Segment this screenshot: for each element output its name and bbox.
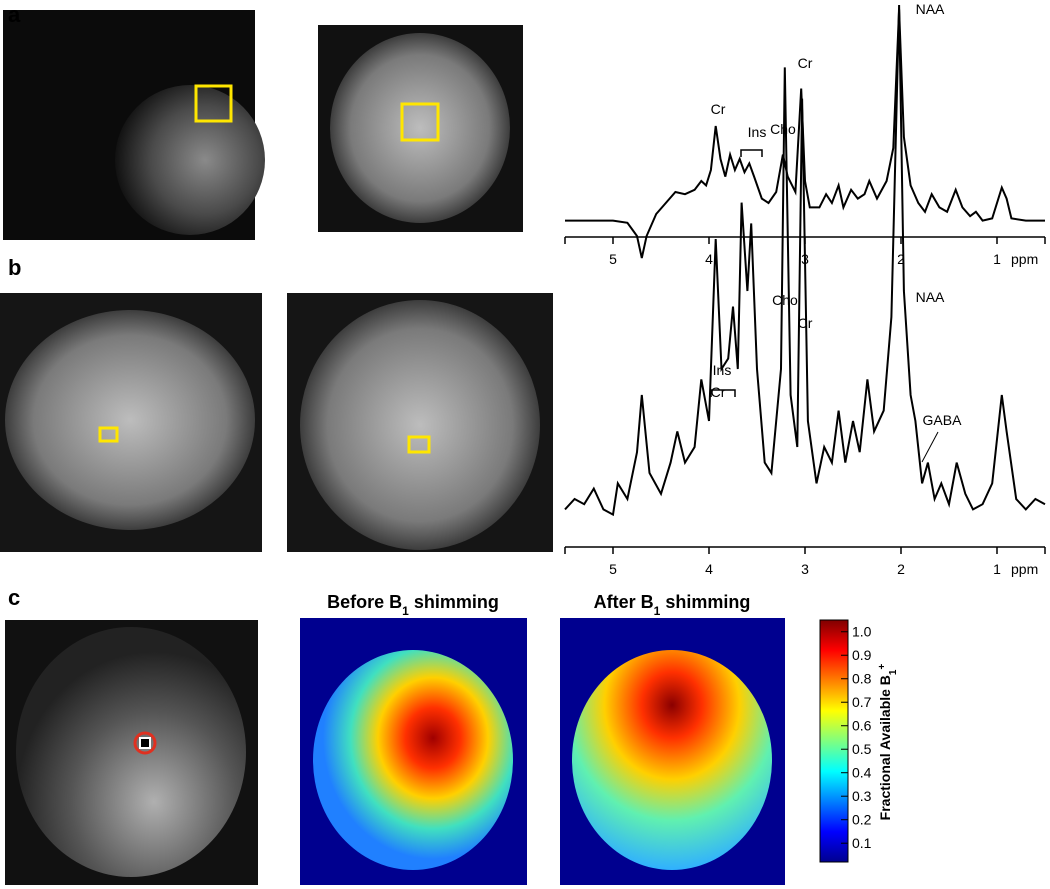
colorbar-tick-label: 1.0 bbox=[852, 624, 872, 640]
peak-label: Cr bbox=[798, 55, 813, 71]
colorbar bbox=[819, 619, 849, 863]
peak-label: Cr bbox=[711, 384, 726, 400]
text-part: + bbox=[877, 664, 888, 670]
peak-label: Cho bbox=[772, 292, 798, 308]
colorbar-tick-label: 0.2 bbox=[852, 812, 872, 828]
spectrum bbox=[564, 4, 1046, 517]
text-part: 1 bbox=[654, 604, 661, 618]
colorbar-tick-label: 0.9 bbox=[852, 647, 872, 663]
text-part: Before B bbox=[327, 592, 402, 612]
x-tick-label: 1 bbox=[993, 561, 1001, 577]
bracket bbox=[740, 149, 763, 157]
panel-label: c bbox=[8, 585, 20, 610]
brain bbox=[115, 85, 265, 235]
x-axis-label: ppm bbox=[1011, 251, 1038, 267]
x-tick-label: 4 bbox=[705, 251, 713, 267]
x-axis-label: ppm bbox=[1011, 561, 1038, 577]
x-tick-label: 2 bbox=[897, 251, 905, 267]
text-part: After B bbox=[594, 592, 654, 612]
voxel-box bbox=[194, 84, 233, 123]
colorbar-tick-label: 0.1 bbox=[852, 835, 872, 851]
x-tick-label: 4 bbox=[705, 561, 713, 577]
voxel-box bbox=[139, 737, 151, 749]
panel-title: After B1 shimming bbox=[594, 592, 751, 618]
text-part: 1 bbox=[402, 604, 409, 618]
panel-label: a bbox=[8, 2, 21, 27]
colorbar-tick-label: 0.4 bbox=[852, 765, 872, 781]
brain bbox=[16, 627, 246, 877]
peak-label: NAA bbox=[916, 289, 945, 305]
panel-title: Before B1 shimming bbox=[327, 592, 499, 618]
text-part: shimming bbox=[660, 592, 750, 612]
x-tick-label: 2 bbox=[897, 561, 905, 577]
x-tick-label: 3 bbox=[801, 561, 809, 577]
text-part: Fractional Available B bbox=[877, 675, 893, 820]
spectrum bbox=[565, 9, 1045, 259]
panel-label: b bbox=[8, 255, 21, 280]
peak-label: Cr bbox=[798, 315, 813, 331]
colorbar-tick-label: 0.7 bbox=[852, 694, 872, 710]
voxel-box bbox=[400, 102, 440, 142]
colorbar-tick-label: 0.8 bbox=[852, 671, 872, 687]
x-tick-label: 5 bbox=[609, 561, 617, 577]
voxel-box bbox=[407, 435, 431, 454]
leader bbox=[921, 431, 939, 463]
peak-label: GABA bbox=[923, 412, 963, 428]
peak-label: Ins bbox=[748, 124, 767, 140]
brain bbox=[330, 33, 510, 223]
colorbar-tick-label: 0.6 bbox=[852, 718, 872, 734]
b1-field bbox=[313, 650, 513, 870]
text-part: shimming bbox=[409, 592, 499, 612]
b1-field bbox=[572, 650, 772, 870]
peak-label: Ins bbox=[713, 362, 732, 378]
voxel-box bbox=[98, 426, 119, 443]
colorbar-tick-label: 0.3 bbox=[852, 788, 872, 804]
colorbar-label: Fractional Available B1+ bbox=[877, 664, 899, 821]
brain bbox=[300, 300, 540, 550]
x-tick-label: 5 bbox=[609, 251, 617, 267]
peak-label: NAA bbox=[916, 1, 945, 17]
bracket bbox=[710, 389, 736, 397]
x-tick-label: 1 bbox=[993, 251, 1001, 267]
voxel-marker bbox=[133, 731, 157, 755]
colorbar-tick-label: 0.5 bbox=[852, 741, 872, 757]
text-part: 1 bbox=[888, 669, 899, 675]
peak-label: Cr bbox=[711, 101, 726, 117]
brain bbox=[5, 310, 255, 530]
